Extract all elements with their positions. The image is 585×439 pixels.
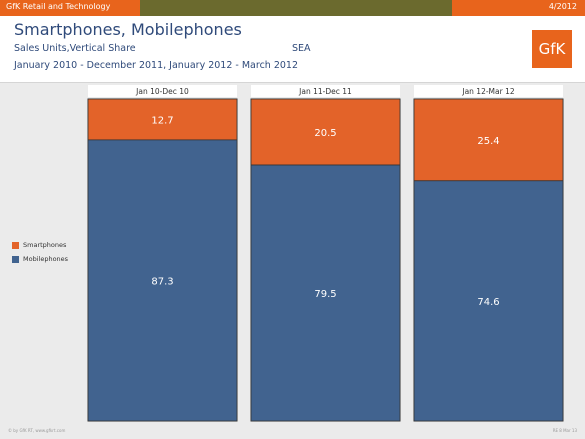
bar-mobilephones-1 bbox=[87, 139, 238, 422]
legend-item-smartphones: Smartphones bbox=[12, 238, 68, 252]
bar-mobilephones-3 bbox=[413, 180, 564, 422]
top-bar: GfK Retail and Technology 4/2012 bbox=[0, 0, 585, 16]
gfk-logo: GfK bbox=[532, 30, 572, 68]
legend-swatch-mobilephones bbox=[12, 255, 19, 263]
data-label-mobilephones-1: 87.3 bbox=[151, 276, 173, 287]
category-header-2 bbox=[251, 85, 400, 97]
bar-mobilephones-2 bbox=[250, 164, 401, 422]
chart-subtitle: Sales Units,Vertical Share bbox=[14, 43, 136, 54]
top-bar-segment-left bbox=[0, 0, 140, 16]
legend-item-mobilephones: Mobilephones bbox=[12, 252, 68, 266]
category-label-3: Jan 12-Mar 12 bbox=[461, 87, 515, 96]
legend-label-smartphones: Smartphones bbox=[23, 241, 67, 249]
header-divider bbox=[0, 82, 585, 83]
top-bar-segment-right bbox=[452, 0, 585, 16]
chart-panel: Jan 10-Dec 10 12.7 87.3 Jan 11-Dec 11 20.5 79… bbox=[0, 83, 585, 439]
bar-smartphones-1 bbox=[87, 98, 238, 141]
category-header-1 bbox=[88, 85, 237, 97]
page-title: Smartphones, Mobilephones bbox=[14, 20, 242, 39]
chart-legend: Smartphones Mobilephones bbox=[12, 238, 68, 266]
footer-copyright: © by GfK RT, www.gfkrt.com bbox=[8, 428, 66, 433]
data-label-smartphones-1: 12.7 bbox=[151, 115, 173, 126]
report-date: 4/2012 bbox=[548, 2, 577, 11]
legend-swatch-smartphones bbox=[12, 241, 19, 249]
data-label-smartphones-3: 25.4 bbox=[477, 136, 499, 147]
top-bar-segment-middle bbox=[140, 0, 452, 16]
bar-smartphones-2 bbox=[250, 98, 401, 166]
stacked-bar-chart: Jan 10-Dec 10 12.7 87.3 Jan 11-Dec 11 20.5 79… bbox=[87, 85, 564, 422]
bar-smartphones-3 bbox=[413, 98, 564, 182]
category-label-1: Jan 10-Dec 10 bbox=[135, 87, 189, 96]
period-label: January 2010 - December 2011, January 20… bbox=[14, 60, 299, 71]
legend-label-mobilephones: Mobilephones bbox=[23, 255, 69, 263]
category-label-2: Jan 11-Dec 11 bbox=[298, 87, 352, 96]
data-label-smartphones-2: 20.5 bbox=[314, 128, 336, 139]
region-label: SEA bbox=[292, 43, 311, 54]
footer-page-info: RE 8 Mar 13 bbox=[552, 428, 577, 433]
brand-text: GfK Retail and Technology bbox=[6, 2, 111, 11]
data-label-mobilephones-2: 79.5 bbox=[314, 289, 336, 300]
data-label-mobilephones-3: 74.6 bbox=[477, 297, 499, 308]
category-header-3 bbox=[414, 85, 563, 97]
